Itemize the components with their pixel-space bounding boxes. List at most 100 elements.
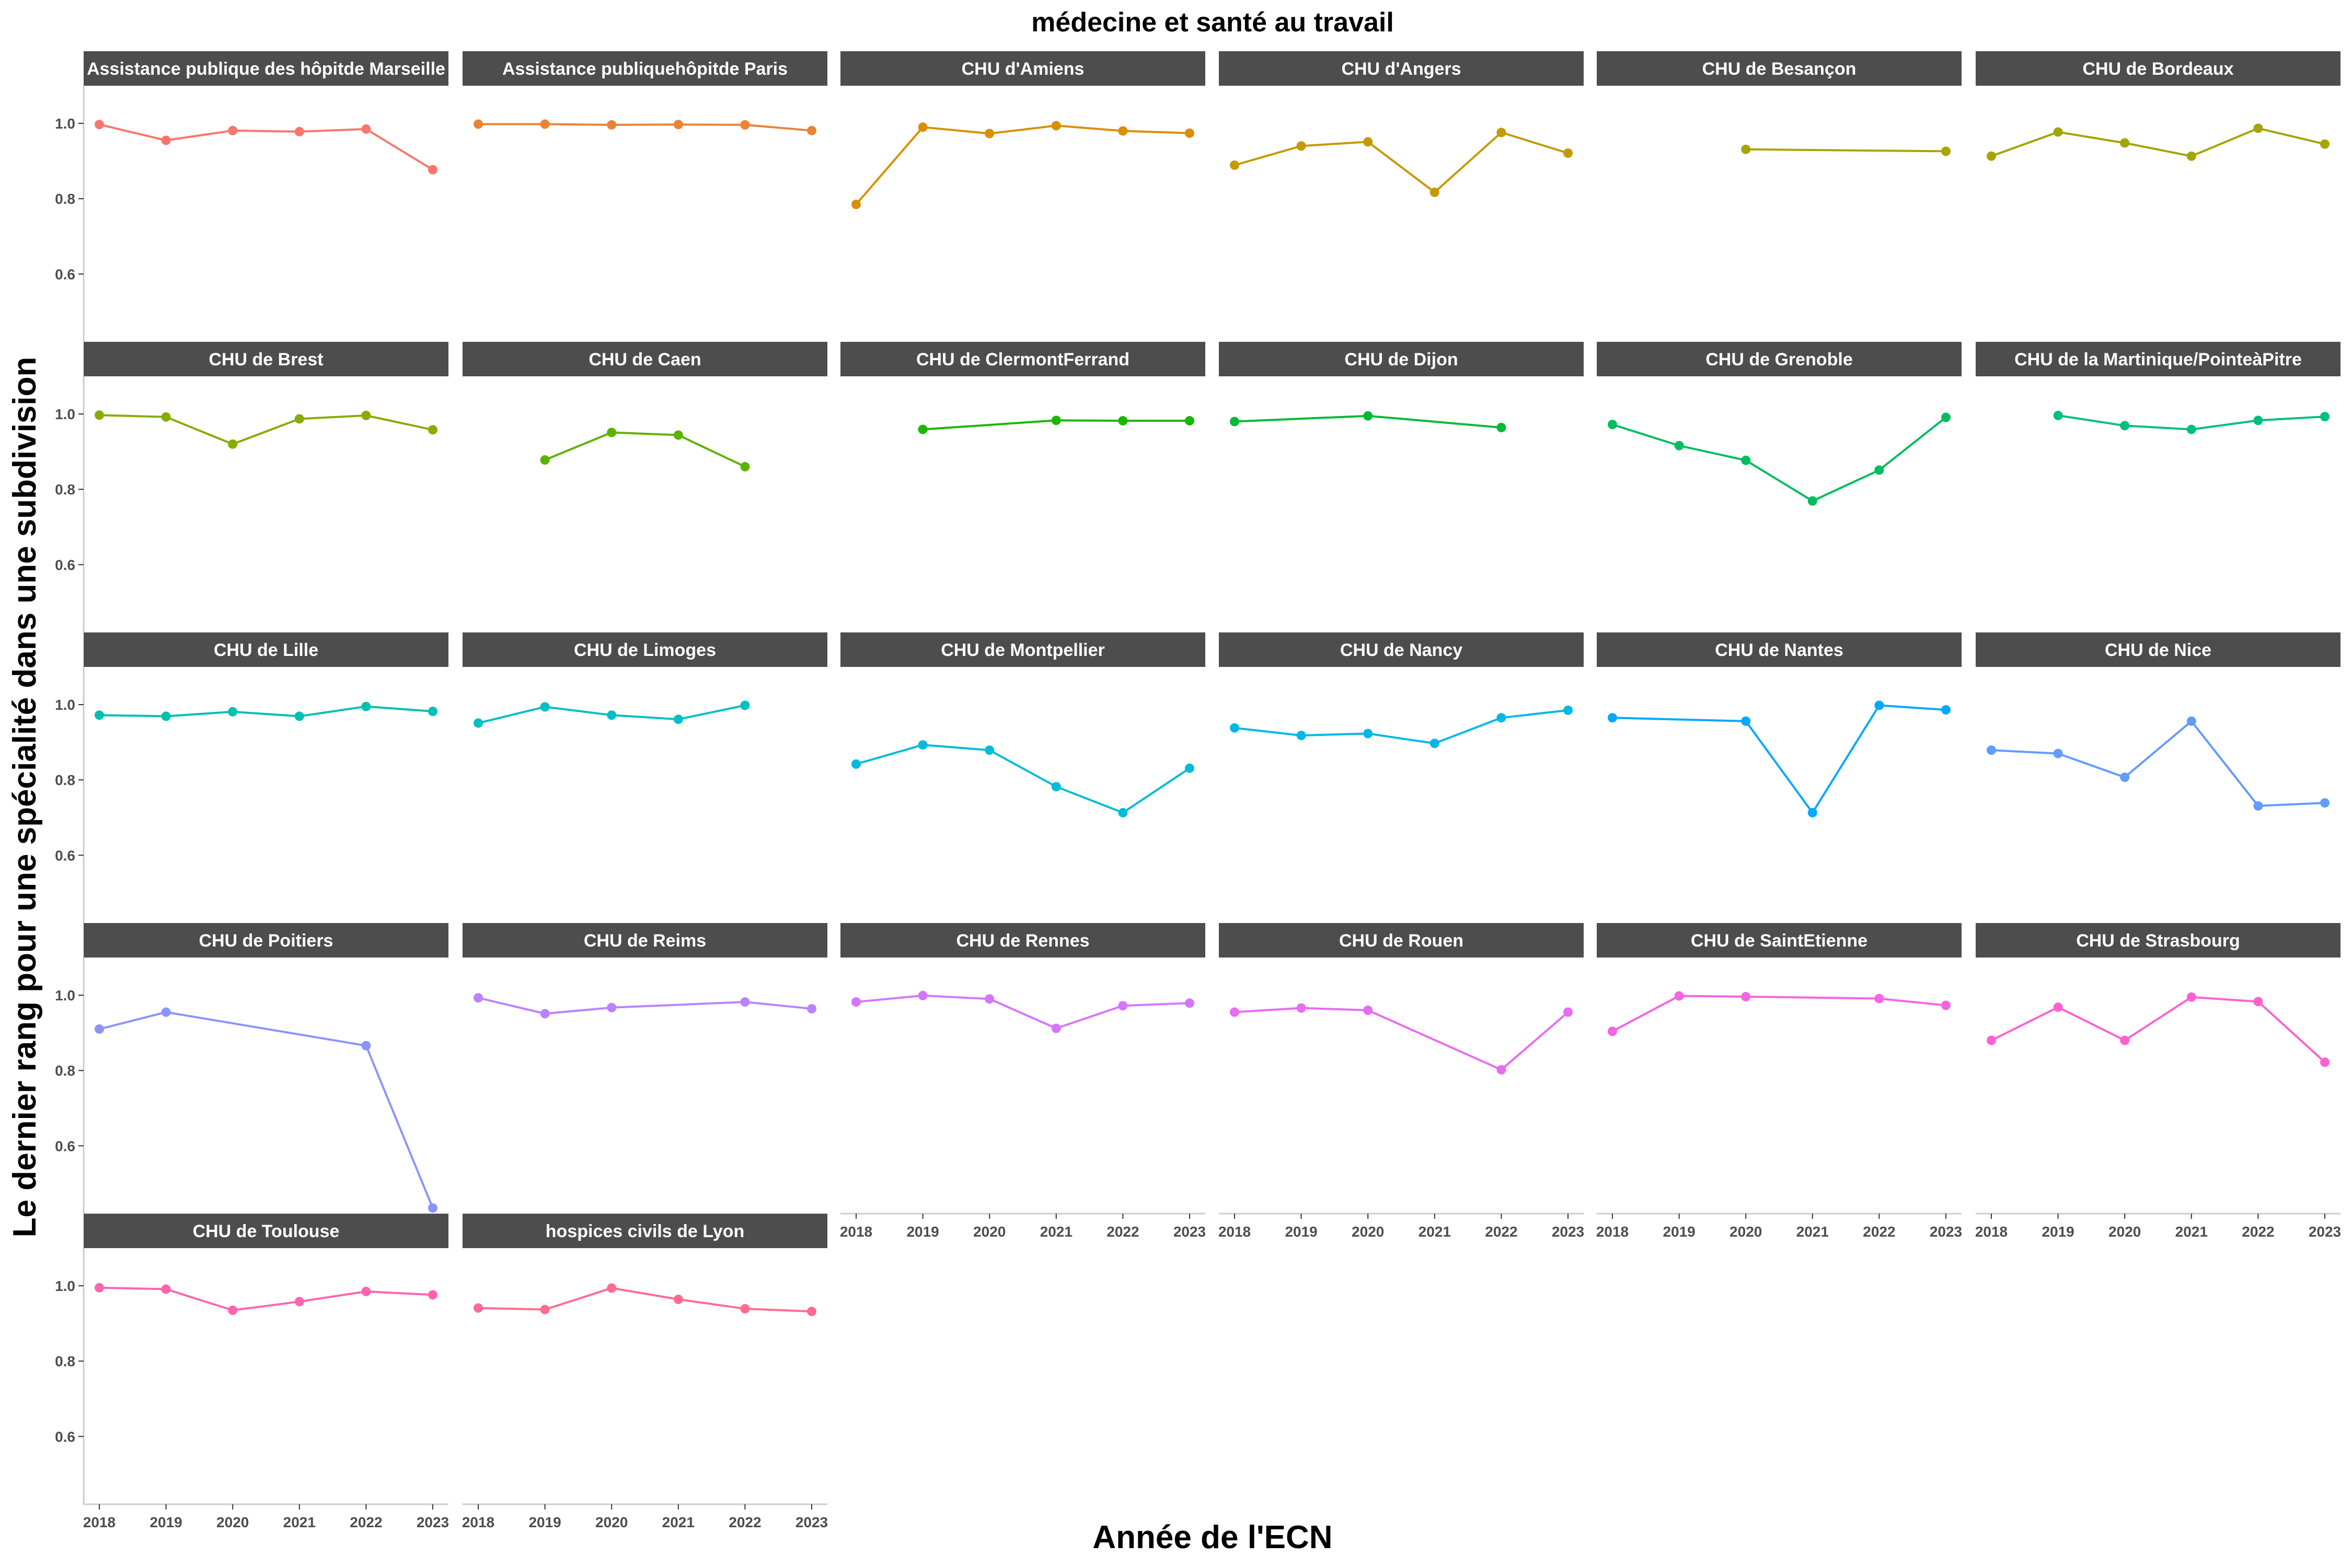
- facet-strip: [840, 923, 1205, 958]
- data-point: [228, 707, 238, 717]
- y-tick-label: 0.8: [55, 481, 75, 498]
- facet-strip-label: CHU de la Martinique/PointeàPitre: [2014, 350, 2302, 370]
- y-tick-label: 0.8: [55, 1063, 75, 1079]
- data-point: [1987, 151, 1996, 161]
- facet-strip: [84, 51, 448, 86]
- facet-panel: CHU de SaintEtienne 2018 2019 2020 2021 2022 2…: [1596, 923, 1962, 1240]
- facet-strip-label: CHU d'Amiens: [962, 59, 1085, 79]
- data-point: [1874, 994, 1884, 1004]
- x-tick-label: 2022: [729, 1514, 761, 1530]
- data-point: [474, 119, 483, 129]
- facet-panel: CHU de Limoges: [463, 632, 827, 728]
- data-point: [740, 120, 750, 130]
- data-point: [1429, 187, 1439, 197]
- data-point: [1674, 991, 1684, 1001]
- facet-strip-label: CHU de Nantes: [1715, 640, 1843, 660]
- facet-strip: [463, 51, 827, 86]
- facet-panel: hospices civils de Lyon 2018 2019 2020 2021 2…: [462, 1214, 828, 1530]
- data-point: [673, 1295, 683, 1304]
- x-tick-label: 2019: [1663, 1224, 1695, 1240]
- x-tick-label: 2019: [2042, 1224, 2074, 1240]
- facet-panel: CHU de Nice: [1976, 632, 2341, 811]
- x-tick-label: 2021: [283, 1514, 316, 1530]
- data-point: [228, 439, 238, 449]
- series-line: [99, 1011, 434, 1208]
- x-tick-label: 2022: [1863, 1224, 1895, 1240]
- data-point: [807, 1307, 816, 1317]
- facet-strip: [1219, 342, 1584, 376]
- facet-strip: [84, 1214, 448, 1248]
- x-tick-label: 2020: [595, 1514, 628, 1530]
- facet-strip: [1597, 342, 1962, 376]
- facet-panel: CHU de Rennes 2018 2019 2020 2021 2022 2023: [840, 923, 1206, 1240]
- y-axis-title: Le dernier rang pour une spécialité dans…: [7, 357, 43, 1238]
- facet-panel: CHU de la Martinique/PointeàPitre: [1976, 342, 2341, 434]
- data-point: [1941, 1000, 1951, 1010]
- data-point: [918, 424, 928, 434]
- data-point: [95, 120, 104, 130]
- data-point: [1496, 128, 1506, 137]
- x-tick-label: 2023: [417, 1514, 449, 1530]
- facet-panel: CHU de Nancy: [1219, 632, 1584, 748]
- facet-strip-label: CHU de Dijon: [1344, 350, 1458, 370]
- facet-strip-label: CHU de Montpellier: [941, 640, 1105, 660]
- facet-strip: [1976, 342, 2341, 376]
- x-tick-label: 2019: [906, 1224, 939, 1240]
- series-line: [99, 705, 433, 718]
- x-tick-label: 2022: [1485, 1224, 1517, 1240]
- data-point: [540, 702, 550, 712]
- data-point: [985, 994, 995, 1004]
- data-point: [1296, 141, 1306, 151]
- facet-strip-label: CHU de Limoges: [574, 640, 716, 660]
- x-tick-label: 2020: [1730, 1224, 1762, 1240]
- data-point: [540, 1009, 550, 1019]
- facet-panel: CHU de ClermontFerrand: [840, 342, 1205, 434]
- x-tick-label: 2023: [2309, 1224, 2341, 1240]
- data-point: [2120, 1035, 2130, 1045]
- data-point: [607, 1002, 617, 1012]
- data-point: [228, 1305, 238, 1315]
- facet-strip: [1219, 51, 1584, 86]
- data-point: [294, 1297, 304, 1307]
- data-point: [1051, 416, 1061, 425]
- facet-strip: [84, 632, 448, 667]
- data-point: [740, 1304, 750, 1313]
- x-tick-label: 2020: [2108, 1224, 2141, 1240]
- facet-strip: [1597, 51, 1962, 86]
- facet-strip-label: CHU de Grenoble: [1705, 350, 1852, 370]
- facet-panel: CHU de Reims: [463, 923, 827, 1019]
- x-tick-label: 2018: [840, 1224, 872, 1240]
- data-point: [1674, 441, 1684, 451]
- data-point: [2120, 421, 2130, 431]
- x-tick-label: 2019: [149, 1514, 182, 1530]
- facet-strip: [840, 51, 1205, 86]
- x-tick-label: 2022: [350, 1514, 382, 1530]
- x-tick-label: 2021: [1419, 1224, 1451, 1240]
- y-tick-label: 1.0: [55, 697, 75, 713]
- data-point: [428, 165, 437, 175]
- series-line: [855, 124, 1190, 205]
- facet-strip: [840, 632, 1205, 667]
- y-tick-label: 0.6: [55, 1428, 75, 1445]
- x-tick-label: 2020: [216, 1514, 249, 1530]
- facet-strip-label: CHU de Strasbourg: [2076, 931, 2240, 951]
- data-point: [161, 1007, 171, 1017]
- data-point: [807, 1004, 816, 1013]
- data-point: [1874, 465, 1884, 475]
- data-point: [1185, 998, 1194, 1008]
- x-tick-label: 2023: [795, 1514, 828, 1530]
- data-point: [2253, 123, 2263, 133]
- data-point: [1563, 705, 1573, 715]
- y-tick-label: 0.6: [55, 847, 75, 863]
- series-line: [99, 123, 434, 171]
- facet-panel: CHU de Nantes: [1597, 632, 1962, 817]
- facet-strip-label: CHU de SaintEtienne: [1691, 931, 1867, 951]
- facet-panel: CHU d'Angers: [1219, 51, 1584, 197]
- data-point: [1496, 423, 1506, 432]
- facet-strip: [463, 923, 827, 958]
- x-tick-label: 2018: [1218, 1224, 1251, 1240]
- data-point: [1363, 411, 1373, 421]
- facet-panels: Assistance publique des hôpitde Marseill…: [55, 51, 2341, 1530]
- data-point: [1230, 1007, 1239, 1017]
